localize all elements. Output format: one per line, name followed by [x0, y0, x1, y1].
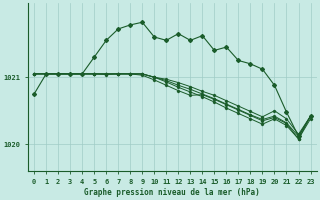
X-axis label: Graphe pression niveau de la mer (hPa): Graphe pression niveau de la mer (hPa) — [84, 188, 260, 197]
